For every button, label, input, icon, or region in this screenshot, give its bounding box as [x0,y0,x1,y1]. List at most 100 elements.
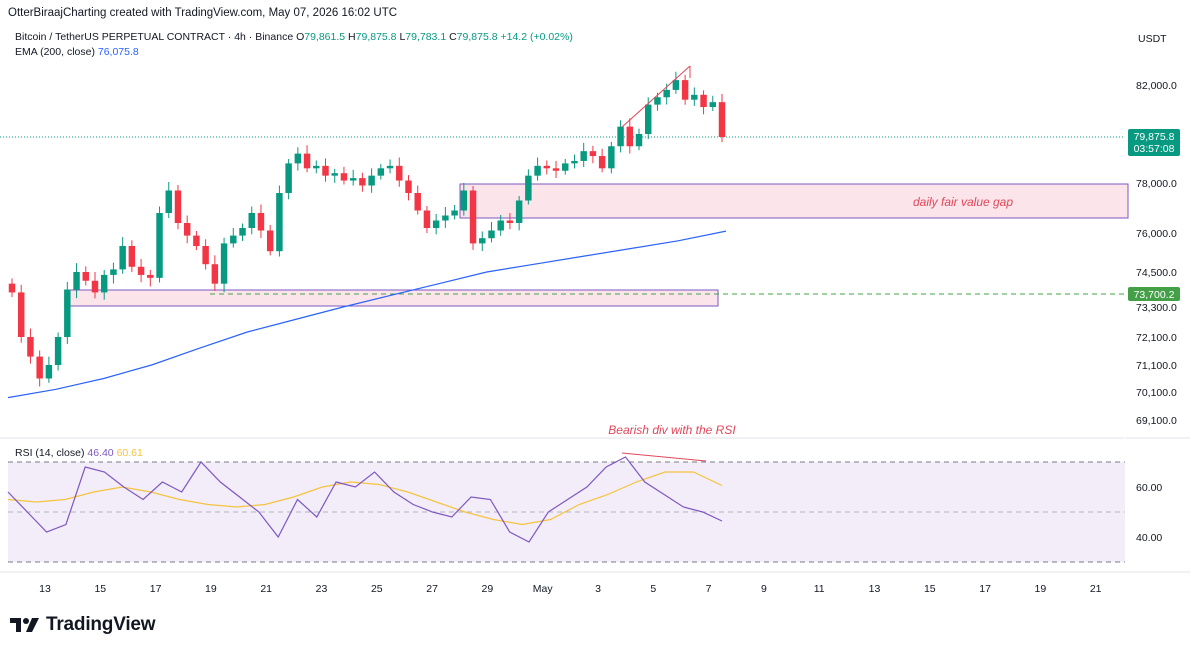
time-tick-label: 23 [316,583,328,595]
time-tick-label: 7 [706,583,712,595]
fvg-label: daily fair value gap [913,195,1013,209]
time-tick-label: 11 [814,583,825,595]
candle-body [562,163,569,171]
support-zone [69,289,719,307]
candle-body [266,230,274,252]
divergence-label: Bearish div with the RSI [608,423,736,437]
candle-body [110,269,117,275]
candles [8,71,726,387]
candle-body [700,94,707,108]
candle-body [405,180,412,193]
candle-body [211,264,219,284]
price-axis: 82,000.0 78,000.0 76,000.0 74,500.0 73,300.0… [1136,80,1177,427]
candle-body [451,210,458,216]
rsi-label: RSI (14, close) [15,447,85,459]
open-label: O [296,31,305,43]
candle-body [91,280,99,293]
candle-body [589,151,597,157]
candle-body [598,156,606,169]
candle-body [663,89,670,98]
rsi-line [7,456,723,543]
candle-body [709,102,717,108]
time-tick-label: 19 [1035,583,1047,595]
candle-body [681,80,689,100]
rsi-tick-label: 60.00 [1136,482,1162,494]
level-badge [1128,287,1180,301]
candle-body [432,220,440,228]
high-label: H [348,31,356,43]
ema-label: EMA (200, close) [15,46,95,58]
candle-body [17,292,25,337]
price-tick-label: 78,000.0 [1136,178,1177,190]
candle-body [645,104,652,134]
close-label: C [449,31,457,43]
rsi-value: 46.40 [87,447,114,459]
candle-body [230,235,237,244]
candle-body [423,210,431,228]
candle-body [257,213,265,231]
candle-body [718,102,726,138]
last-price-badge-value: 79,875.8 [1134,131,1175,143]
candle-body [552,168,560,171]
ema-value: 76,075.8 [97,46,139,58]
candle-body [27,337,34,357]
time-tick-label: 21 [1090,583,1102,595]
candle-body [183,223,191,236]
change-value: +14.2 (+0.02%) [500,31,573,43]
candle-body [460,190,468,211]
ema-legend[interactable]: EMA (200, close) 76,075.8 [15,46,139,58]
low-label: L [399,31,406,43]
candle-body [331,173,338,176]
tradingview-logo[interactable]: TradingView [10,614,156,636]
candle-body [515,200,523,223]
candle-body [571,160,578,164]
last-price-badge-countdown: 03:57:08 [1134,143,1175,155]
candle-body [156,213,163,278]
currency-label[interactable]: USDT [1138,33,1167,45]
candle-body [377,168,385,176]
price-tick-label: 74,500.0 [1136,267,1177,279]
candle-body [8,283,16,293]
candle-body [54,337,62,365]
time-tick-label: 15 [924,583,936,595]
candle-body [506,220,514,223]
price-trendline [621,65,691,128]
candle-body [119,246,126,270]
candle-body [626,126,634,147]
price-tick-label: 69,100.0 [1136,415,1177,427]
rsi-tick-label: 40.00 [1136,532,1162,544]
time-tick-label: 21 [260,583,272,595]
time-tick-label: 9 [761,583,767,595]
candle-body [386,165,394,169]
price-tick-label: 76,000.0 [1136,228,1177,240]
time-tick-label: 19 [205,583,217,595]
ema-line [7,230,727,399]
candle-body [340,173,348,181]
candle-body [396,165,403,181]
candle-body [479,238,486,244]
time-tick-label: May [533,583,554,595]
candle-body [239,228,246,236]
candle-body [580,151,587,161]
candle-body [313,165,320,169]
price-tick-label: 71,100.0 [1136,360,1177,372]
candle-body [672,80,680,90]
rsi-legend[interactable]: RSI (14, close) 46.40 60.61 [15,447,143,459]
high-value: 79,875.8 [355,31,397,43]
symbol-name[interactable]: Bitcoin / TetherUS PERPETUAL CONTRACT · … [15,31,294,43]
time-tick-label: 15 [94,583,106,595]
rsi-ma-value: 60.61 [116,447,143,459]
price-tick-label: 73,300.0 [1136,302,1177,314]
time-tick-label: 13 [869,583,881,595]
candle-body [368,175,375,186]
time-axis: 13 15 17 19 21 23 25 27 29 May 3 5 7 9 11 13 15 17 19 21 [39,583,1102,595]
candle-body [128,246,136,267]
open-value: 79,861.5 [304,31,346,43]
tradingview-wordmark: TradingView [46,614,156,635]
time-tick-label: 29 [482,583,494,595]
level-badge-value: 73,700.2 [1134,289,1175,301]
fvg-zone [459,183,1129,219]
candle-body [82,272,89,281]
last-price-badge [1128,129,1180,156]
